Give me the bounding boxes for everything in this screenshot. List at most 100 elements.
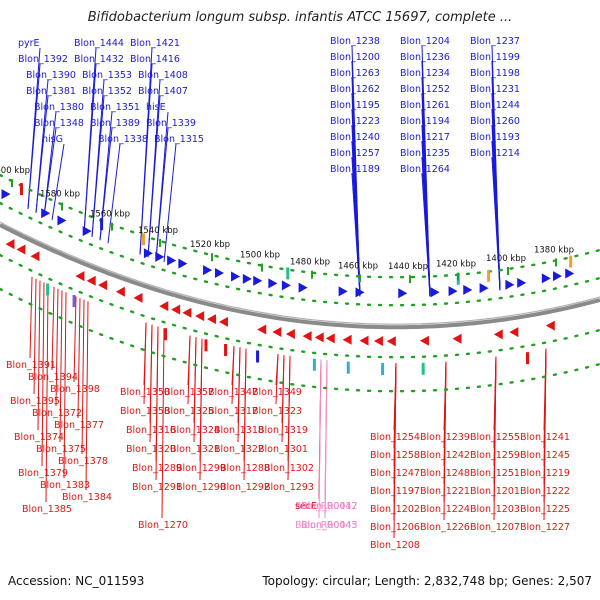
feature-tracks <box>1 183 575 376</box>
top-gene-label: Blon_1381 <box>26 86 76 97</box>
reverse-gene-arrow <box>115 286 125 297</box>
scale-tick-label: 1520 kbp <box>190 240 230 250</box>
bottom-leader-line <box>51 286 55 371</box>
dot-track-1 <box>0 201 600 307</box>
forward-gene-arrow <box>281 280 291 291</box>
bottom-gene-label: Blon_1391 <box>6 360 56 371</box>
top-leader-line <box>421 173 431 297</box>
top-gene-label: Blon_1392 <box>18 54 68 65</box>
top-gene-label: Blon_1262 <box>330 84 380 95</box>
bottom-gene-label: Blon_1288 <box>220 463 270 474</box>
bottom-gene-label: Blon_R0043 <box>301 520 358 531</box>
feature-block <box>224 343 228 356</box>
bottom-gene-label: Blon_1248 <box>420 468 470 479</box>
bottom-gene-label: Blon_1358 <box>120 406 170 417</box>
reverse-gene-arrow <box>75 271 85 282</box>
top-leader-line <box>147 95 161 258</box>
bottom-gene-label: Blon_1289 <box>132 463 182 474</box>
bottom-leader-line <box>193 337 197 443</box>
bottom-gene-label: Blon_1291 <box>132 482 182 493</box>
bottom-gene-label: Blon_1202 <box>370 504 420 515</box>
top-leader-line <box>27 63 41 209</box>
bottom-gene-label: Blon_1320 <box>126 444 176 455</box>
bottom-gene-label: Blon_1254 <box>370 432 420 443</box>
bottom-gene-label: Blon_1325 <box>164 406 214 417</box>
top-leader-line <box>35 95 49 213</box>
bottom-leader-line <box>37 280 41 431</box>
bottom-leader-lines <box>29 276 547 539</box>
feature-block <box>164 328 168 341</box>
bottom-gene-label: Blon_1317 <box>208 406 258 417</box>
bottom-gene-label: Blon_1377 <box>54 420 104 431</box>
dot-track-2 <box>0 253 600 359</box>
top-leader-line <box>43 127 57 217</box>
forward-gene-arrow <box>463 284 473 295</box>
bottom-leader-line <box>73 296 77 383</box>
reverse-gene-arrow <box>257 324 267 335</box>
bottom-gene-label: Blon_1302 <box>264 463 314 474</box>
scale-tick-label: 1380 kbp <box>534 245 574 255</box>
bottom-gene-label: Blon_1319 <box>258 425 308 436</box>
bottom-gene-label: Blon_1247 <box>370 468 420 479</box>
dot-track-3 <box>0 287 600 393</box>
forward-gene-arrow <box>242 273 252 284</box>
bottom-gene-label: Blon_1258 <box>370 450 420 461</box>
reverse-gene-arrow <box>98 280 108 291</box>
bottom-gene-label: Blon_1241 <box>520 432 570 443</box>
reverse-gene-arrow <box>325 333 335 344</box>
bottom-leader-line <box>275 354 279 405</box>
scale-tick-label: 1460 kbp <box>338 261 378 271</box>
feature-block <box>256 350 260 363</box>
forward-gene-arrow <box>479 283 489 294</box>
top-gene-label: Blon_1195 <box>330 100 380 111</box>
reverse-gene-arrow <box>272 327 282 338</box>
bottom-gene-label: Blon_1245 <box>520 450 570 461</box>
scale-tick-label: 1580 kbp <box>40 190 80 200</box>
bottom-leader-line <box>41 282 45 467</box>
top-leader-line <box>51 143 65 221</box>
scale-tick-label: 1560 kbp <box>90 210 130 220</box>
bottom-gene-label: Blon_1201 <box>470 486 520 497</box>
bottom-gene-label: Blon_R0041 <box>295 501 352 512</box>
bottom-gene-label: Blon_1221 <box>420 486 470 497</box>
bottom-gene-label: Blon_1219 <box>520 468 570 479</box>
feature-block <box>569 255 573 268</box>
top-gene-label: Blon_1238 <box>330 36 380 47</box>
bottom-gene-label: Blon_1321 <box>170 444 220 455</box>
top-gene-label: Blon_1234 <box>400 68 450 79</box>
forward-gene-arrow <box>178 258 188 269</box>
bottom-gene-label: Blon_1316 <box>126 425 176 436</box>
bottom-gene-label: Blon_1239 <box>420 432 470 443</box>
reverse-gene-arrow <box>16 244 26 255</box>
top-leader-line <box>83 63 97 234</box>
feature-block <box>381 363 385 376</box>
reverse-gene-arrow <box>545 320 555 331</box>
reverse-gene-arrow <box>133 292 143 303</box>
bottom-leader-line <box>199 338 203 481</box>
bottom-gene-label: Blon_R0042 <box>301 501 358 512</box>
reverse-gene-arrow <box>207 314 217 325</box>
top-gene-label: Blon_1407 <box>138 86 188 97</box>
bottom-leader-line <box>161 328 165 519</box>
bottom-gene-label: Blon_1207 <box>470 522 520 533</box>
feature-block <box>100 218 104 231</box>
top-gene-label: Blon_1237 <box>470 36 520 47</box>
feature-block <box>487 269 491 282</box>
bottom-gene-label: Blon_1203 <box>470 504 520 515</box>
top-gene-label: Blon_1257 <box>330 148 380 159</box>
top-gene-label: Blon_1380 <box>34 102 84 113</box>
feature-block <box>20 183 23 196</box>
bottom-leader-line <box>231 346 235 405</box>
feature-block <box>46 283 50 296</box>
top-gene-label: Blon_1421 <box>130 38 180 49</box>
forward-gene-arrow <box>155 251 165 262</box>
bottom-gene-label: Blon_1225 <box>520 504 570 515</box>
reverse-gene-arrow <box>195 311 205 322</box>
forward-gene-arrow <box>268 278 278 289</box>
bottom-leader-line <box>85 301 89 491</box>
bottom-leader-line <box>81 299 85 455</box>
green-dot-tracks <box>0 173 600 393</box>
top-gene-label: Blon_1263 <box>330 68 380 79</box>
top-leader-line <box>491 157 501 291</box>
